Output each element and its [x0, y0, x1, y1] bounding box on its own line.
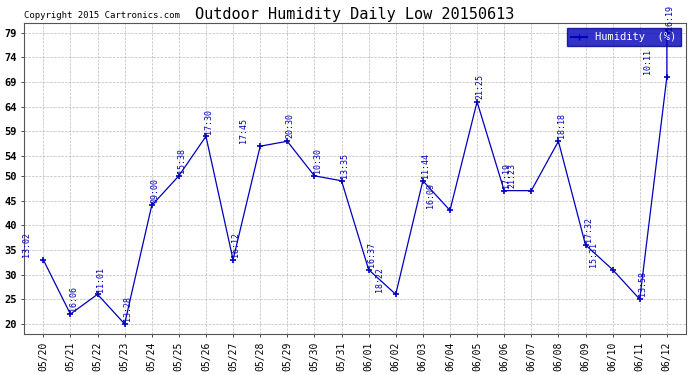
- Text: Copyright 2015 Cartronics.com: Copyright 2015 Cartronics.com: [24, 10, 180, 20]
- Text: 17:32: 17:32: [584, 217, 593, 242]
- Text: 10:11: 10:11: [643, 49, 652, 74]
- Text: 17:19: 17:19: [502, 163, 511, 188]
- Text: 18:18: 18:18: [557, 114, 566, 138]
- Text: 21:25: 21:25: [475, 74, 484, 99]
- Text: 17:45: 17:45: [239, 118, 248, 143]
- Text: 16:06: 16:06: [69, 286, 78, 311]
- Text: 16:37: 16:37: [367, 242, 376, 267]
- Text: 16:12: 16:12: [231, 232, 240, 257]
- Text: 10:30: 10:30: [313, 148, 322, 173]
- Text: 20:30: 20:30: [286, 114, 295, 138]
- Text: 11:44: 11:44: [421, 153, 430, 178]
- Text: 13:28: 13:28: [123, 296, 132, 321]
- Text: 15:31: 15:31: [589, 242, 598, 267]
- Text: 17:30: 17:30: [204, 108, 213, 134]
- Text: 16:09: 16:09: [426, 183, 435, 208]
- Text: 13:02: 13:02: [22, 232, 31, 257]
- Text: 13:58: 13:58: [638, 272, 647, 297]
- Legend: Humidity  (%): Humidity (%): [567, 28, 680, 46]
- Text: 21:23: 21:23: [507, 163, 516, 188]
- Text: 16:19: 16:19: [665, 5, 674, 30]
- Text: 11:01: 11:01: [96, 267, 105, 291]
- Text: 18:22: 18:22: [375, 267, 384, 291]
- Text: 15:38: 15:38: [177, 148, 186, 173]
- Title: Outdoor Humidity Daily Low 20150613: Outdoor Humidity Daily Low 20150613: [195, 7, 515, 22]
- Text: 13:35: 13:35: [339, 153, 348, 178]
- Text: 09:00: 09:00: [150, 178, 159, 203]
